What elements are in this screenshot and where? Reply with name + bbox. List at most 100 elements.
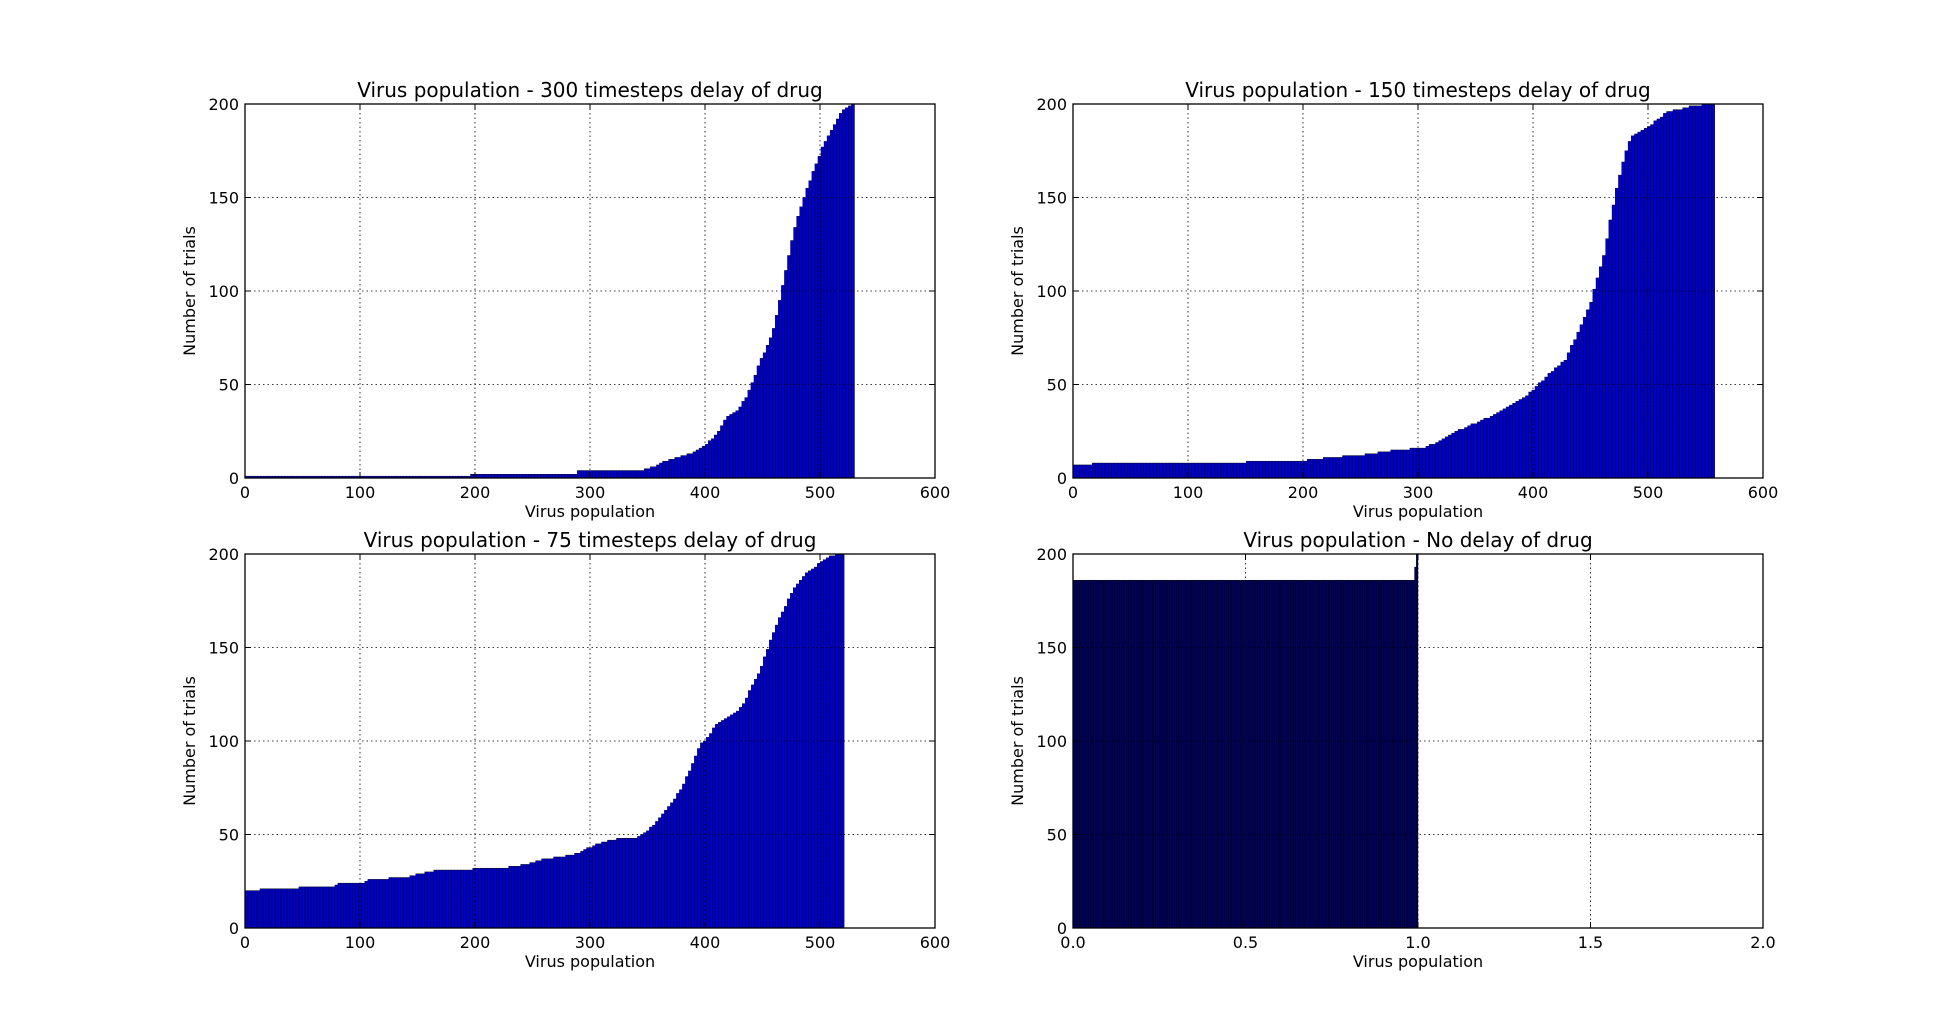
bar — [735, 410, 739, 479]
bar — [1190, 579, 1193, 929]
bar — [1203, 579, 1207, 929]
bar — [1573, 339, 1577, 479]
bar — [1312, 579, 1315, 929]
bar — [802, 576, 806, 929]
bar — [1228, 579, 1231, 929]
bar — [1101, 462, 1106, 479]
bar — [747, 389, 752, 479]
bar — [1198, 579, 1201, 929]
bar — [601, 841, 605, 929]
bar — [1124, 579, 1127, 929]
bar — [628, 838, 632, 929]
y-tick-label: 200 — [208, 95, 239, 114]
bar — [659, 462, 663, 479]
bar — [1541, 380, 1545, 479]
bar — [1124, 462, 1128, 479]
bar — [700, 742, 704, 929]
bar — [1637, 131, 1642, 479]
bar — [1621, 161, 1626, 479]
bar — [1627, 141, 1632, 479]
x-tick-label: 0 — [1068, 483, 1078, 502]
bar — [1117, 462, 1122, 479]
chart-panel-1: 0 100 200 300 400 500 600 0 50 100 150 200 Virus pop… — [180, 78, 950, 521]
bar — [808, 570, 812, 929]
bar — [1079, 464, 1083, 479]
bar — [592, 470, 596, 479]
x-tick-label: 200 — [460, 933, 491, 952]
bar — [811, 568, 815, 929]
bar — [1233, 579, 1236, 929]
bar — [415, 873, 419, 929]
bar — [819, 561, 824, 929]
bar — [634, 470, 639, 479]
y-tick-label: 50 — [219, 376, 239, 395]
x-tick-label: 100 — [1173, 483, 1204, 502]
bar — [1288, 579, 1291, 929]
bar — [1416, 553, 1419, 929]
bar — [604, 841, 608, 929]
bar — [1615, 187, 1619, 479]
bar — [1100, 579, 1103, 929]
bar — [1595, 277, 1600, 479]
bar — [1305, 579, 1308, 929]
bar — [796, 583, 800, 929]
bar — [301, 886, 306, 929]
bar — [768, 337, 773, 479]
bar — [1653, 120, 1658, 479]
bar — [1316, 579, 1319, 929]
bar — [601, 470, 605, 479]
bar — [1509, 404, 1513, 479]
bar — [820, 146, 825, 479]
bar — [1377, 451, 1382, 479]
x-axis-label: Virus population — [1353, 952, 1483, 971]
bar — [826, 135, 831, 479]
bar — [262, 888, 267, 929]
bar — [1236, 579, 1239, 929]
bar — [1406, 449, 1411, 479]
chart-title: Virus population - 300 timesteps delay o… — [357, 78, 823, 102]
bar — [692, 451, 697, 479]
bar — [385, 879, 389, 929]
bar — [1110, 579, 1113, 929]
bar — [1115, 579, 1119, 929]
bar — [1253, 579, 1257, 929]
bar — [1272, 579, 1276, 929]
bar — [382, 879, 386, 929]
chart-title: Virus population - 75 timesteps delay of… — [364, 528, 817, 552]
bar — [1140, 462, 1144, 479]
bar — [1159, 579, 1162, 929]
bar — [1525, 395, 1529, 479]
y-tick-label: 100 — [208, 732, 239, 751]
bar — [1688, 105, 1693, 479]
bar — [1352, 579, 1355, 929]
chart-panel-4: 0.0 0.5 1.0 1.5 2.0 0 50 100 150 200 Virus populat… — [1008, 528, 1776, 971]
bar — [1470, 423, 1475, 479]
bar — [757, 673, 761, 929]
y-tick-label: 50 — [1047, 376, 1067, 395]
bar — [1483, 417, 1488, 479]
bar — [1675, 109, 1680, 479]
bar — [580, 470, 584, 479]
bar — [1395, 579, 1398, 929]
bar — [1505, 406, 1510, 479]
bar — [793, 587, 797, 929]
bar — [1197, 462, 1202, 479]
bar — [1209, 579, 1212, 929]
bar — [753, 374, 758, 479]
bar — [640, 470, 645, 479]
bar — [754, 679, 758, 929]
x-tick-label: 0.0 — [1060, 933, 1085, 952]
bar — [772, 632, 776, 929]
bar — [256, 890, 261, 929]
bar — [517, 866, 521, 929]
bar — [805, 572, 809, 929]
bar — [1512, 403, 1516, 479]
bar — [1284, 460, 1289, 479]
bar — [1317, 579, 1320, 929]
grid — [1073, 554, 1763, 928]
bar — [319, 886, 324, 929]
bar — [718, 722, 722, 929]
y-tick-label: 200 — [1036, 545, 1067, 564]
bar — [686, 453, 691, 479]
bar — [643, 832, 647, 929]
